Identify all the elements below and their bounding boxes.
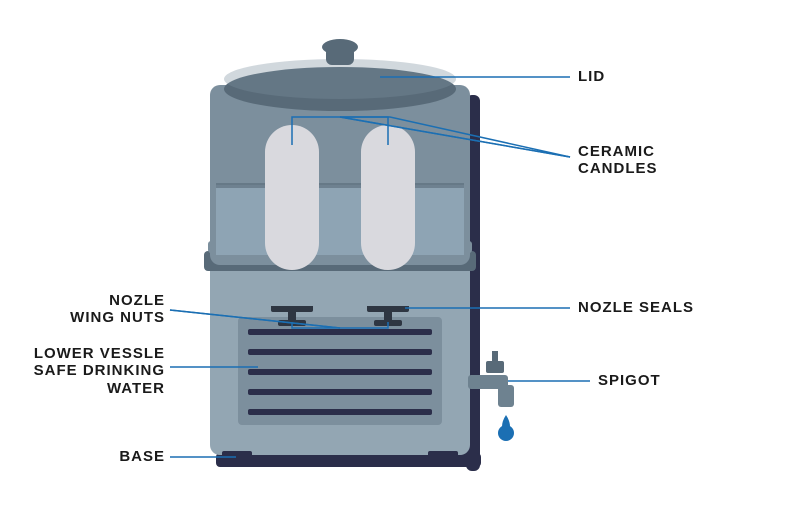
- water-filter-diagram: [0, 0, 800, 520]
- label-nozle-wing-nuts: NOZLEWING NUTS: [70, 292, 165, 327]
- label-base: BASE: [119, 448, 165, 465]
- label-lower-vessle: LOWER VESSLESAFE DRINKINGWATER: [34, 345, 165, 397]
- label-nozle-seals: NOZLE SEALS: [578, 299, 694, 316]
- label-ceramic-candles: CERAMICCANDLES: [578, 143, 658, 178]
- label-lid: LID: [578, 68, 605, 85]
- label-spigot: SPIGOT: [598, 372, 661, 389]
